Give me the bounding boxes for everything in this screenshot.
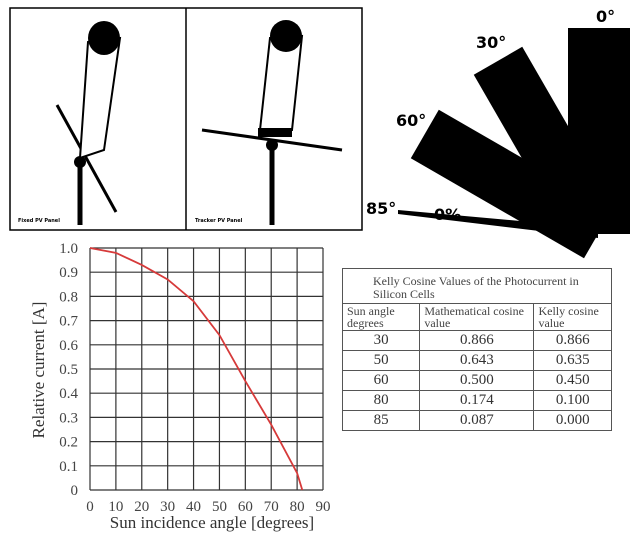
table-cell: 0.087	[420, 411, 534, 431]
x-tick-label: 70	[264, 499, 279, 515]
x-tick-label: 10	[108, 499, 123, 515]
table-cell: 0.174	[420, 391, 534, 411]
y-tick-label: 0.2	[59, 435, 78, 451]
x-tick-label: 40	[186, 499, 201, 515]
x-tick-label: 30	[160, 499, 175, 515]
kelly-table: Kelly Cosine Values of the Photocurrent …	[342, 268, 612, 431]
y-tick-label: 0.3	[59, 410, 78, 426]
x-axis-title: Sun incidence angle [degrees]	[110, 513, 314, 532]
table-cell: 30	[343, 331, 420, 351]
table-cell: 80	[343, 391, 420, 411]
table-cell: 0.635	[534, 351, 612, 371]
table-cell: 60	[343, 371, 420, 391]
table-header: Sun angle degrees	[343, 304, 420, 331]
table-cell: 0.643	[420, 351, 534, 371]
table-header: Kelly cosine value	[534, 304, 612, 331]
x-tick-label: 60	[238, 499, 253, 515]
x-tick-label: 90	[316, 499, 331, 515]
y-tick-label: 0.8	[59, 289, 78, 305]
y-tick-label: 0.9	[59, 265, 78, 281]
y-tick-label: 0.5	[59, 362, 78, 378]
table-cell: 0.100	[534, 391, 612, 411]
table-cell: 85	[343, 411, 420, 431]
x-tick-label: 80	[290, 499, 305, 515]
y-tick-label: 1.0	[59, 241, 78, 257]
y-axis-title: Relative current [A]	[29, 302, 48, 439]
y-tick-label: 0.4	[59, 386, 78, 402]
table-cell: 0.500	[420, 371, 534, 391]
y-tick-label: 0.7	[59, 314, 78, 330]
y-tick-label: 0	[71, 483, 79, 499]
x-tick-label: 20	[134, 499, 149, 515]
table-header: Mathematical cosine value	[420, 304, 534, 331]
x-tick-label: 50	[212, 499, 227, 515]
table-cell: 0.450	[534, 371, 612, 391]
table-cell: 50	[343, 351, 420, 371]
table-cell: 0.000	[534, 411, 612, 431]
table-cell: 0.866	[420, 331, 534, 351]
table-title: Kelly Cosine Values of the Photocurrent …	[343, 269, 612, 304]
y-tick-label: 0.1	[59, 459, 78, 475]
x-tick-label: 0	[86, 499, 94, 515]
table-cell: 0.866	[534, 331, 612, 351]
page: Fixed PV Panel Tracker PV Panel 0° 30° 6…	[0, 0, 630, 536]
y-tick-label: 0.6	[59, 338, 78, 354]
